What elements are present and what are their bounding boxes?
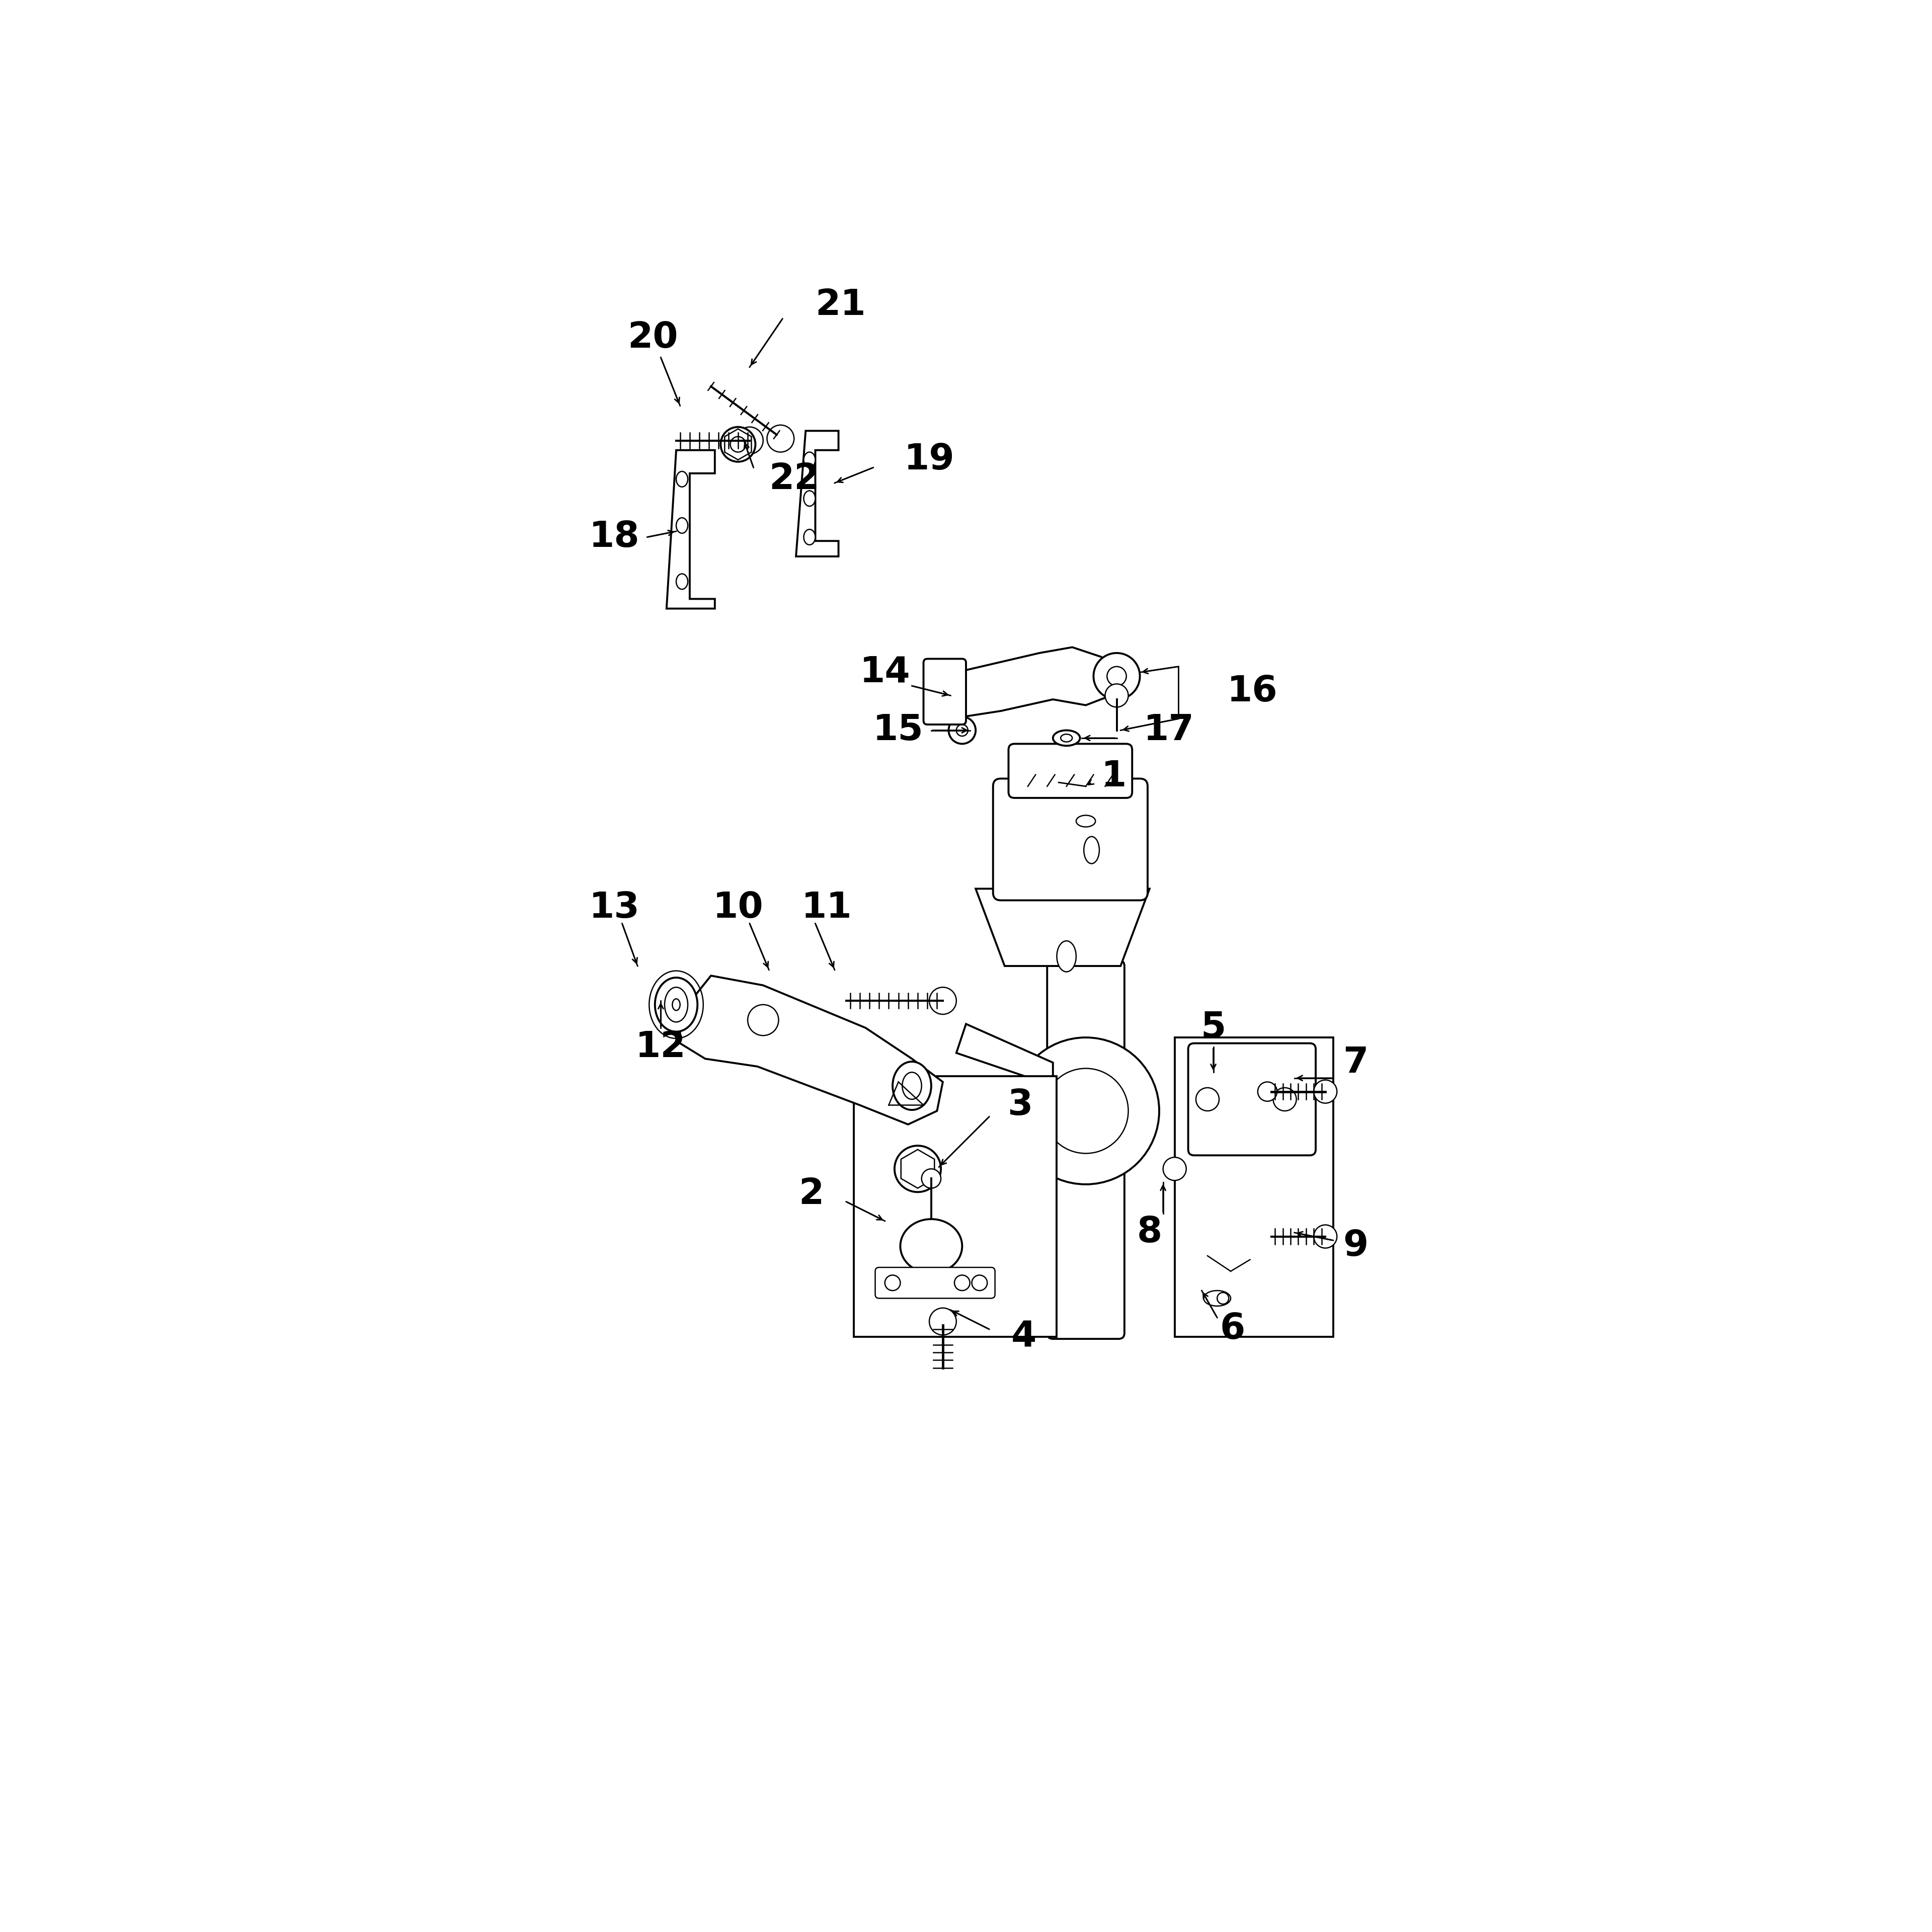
Ellipse shape xyxy=(956,725,968,736)
Circle shape xyxy=(1196,1088,1219,1111)
Polygon shape xyxy=(927,1246,1053,1304)
Circle shape xyxy=(1012,1037,1159,1184)
Text: 8: 8 xyxy=(1136,1215,1163,1250)
Ellipse shape xyxy=(1057,941,1076,972)
Text: 13: 13 xyxy=(589,891,639,925)
Text: 22: 22 xyxy=(769,462,819,497)
FancyBboxPatch shape xyxy=(875,1267,995,1298)
Polygon shape xyxy=(667,450,715,609)
FancyBboxPatch shape xyxy=(1047,960,1124,1339)
Polygon shape xyxy=(680,976,943,1124)
Text: 1: 1 xyxy=(1101,759,1126,794)
Ellipse shape xyxy=(1053,730,1080,746)
Text: 21: 21 xyxy=(815,288,866,323)
Ellipse shape xyxy=(655,978,697,1032)
Ellipse shape xyxy=(676,574,688,589)
Text: 19: 19 xyxy=(904,442,954,477)
Text: 20: 20 xyxy=(628,321,678,355)
Polygon shape xyxy=(947,647,1121,719)
Text: 9: 9 xyxy=(1343,1229,1368,1264)
Text: 17: 17 xyxy=(1144,713,1194,748)
Text: 4: 4 xyxy=(1010,1320,1037,1354)
Text: 3: 3 xyxy=(1007,1088,1034,1122)
Text: 7: 7 xyxy=(1343,1045,1368,1080)
FancyBboxPatch shape xyxy=(1188,1043,1316,1155)
Circle shape xyxy=(1314,1225,1337,1248)
FancyBboxPatch shape xyxy=(923,659,966,725)
Circle shape xyxy=(1273,1088,1296,1111)
Ellipse shape xyxy=(1204,1291,1231,1306)
Ellipse shape xyxy=(902,1072,922,1099)
Ellipse shape xyxy=(900,1219,962,1273)
Text: 16: 16 xyxy=(1227,674,1277,709)
Ellipse shape xyxy=(804,491,815,506)
Polygon shape xyxy=(796,431,838,556)
Circle shape xyxy=(929,987,956,1014)
FancyBboxPatch shape xyxy=(1009,744,1132,798)
Text: 10: 10 xyxy=(713,891,763,925)
Ellipse shape xyxy=(1076,815,1095,827)
Circle shape xyxy=(885,1275,900,1291)
Circle shape xyxy=(1163,1157,1186,1180)
Circle shape xyxy=(730,437,746,452)
Bar xyxy=(854,1076,1057,1337)
Ellipse shape xyxy=(804,529,815,545)
Circle shape xyxy=(904,1155,931,1182)
Circle shape xyxy=(972,1275,987,1291)
Ellipse shape xyxy=(804,452,815,468)
Circle shape xyxy=(1217,1293,1229,1304)
Bar xyxy=(1175,1037,1333,1337)
Text: 18: 18 xyxy=(589,520,639,554)
Circle shape xyxy=(767,425,794,452)
Circle shape xyxy=(954,1275,970,1291)
Text: 5: 5 xyxy=(1200,1010,1227,1045)
Ellipse shape xyxy=(665,987,688,1022)
Text: 12: 12 xyxy=(636,1030,686,1065)
Ellipse shape xyxy=(672,999,680,1010)
Circle shape xyxy=(1094,653,1140,699)
Circle shape xyxy=(922,1169,941,1188)
Text: 6: 6 xyxy=(1219,1312,1246,1347)
Circle shape xyxy=(929,1308,956,1335)
Circle shape xyxy=(736,427,763,454)
Circle shape xyxy=(1258,1082,1277,1101)
Text: 11: 11 xyxy=(802,891,852,925)
Ellipse shape xyxy=(1084,837,1099,864)
Ellipse shape xyxy=(949,717,976,744)
Text: 15: 15 xyxy=(873,713,923,748)
Polygon shape xyxy=(900,1150,935,1188)
Circle shape xyxy=(1105,684,1128,707)
Ellipse shape xyxy=(893,1063,931,1109)
Circle shape xyxy=(1043,1068,1128,1153)
Circle shape xyxy=(1107,667,1126,686)
Circle shape xyxy=(1314,1080,1337,1103)
Text: 2: 2 xyxy=(798,1177,825,1211)
Polygon shape xyxy=(976,889,1150,966)
FancyBboxPatch shape xyxy=(993,779,1148,900)
Ellipse shape xyxy=(676,518,688,533)
Polygon shape xyxy=(956,1024,1053,1086)
Text: 14: 14 xyxy=(860,655,910,690)
Circle shape xyxy=(895,1146,941,1192)
Ellipse shape xyxy=(1061,734,1072,742)
Circle shape xyxy=(748,1005,779,1036)
Circle shape xyxy=(721,427,755,462)
Ellipse shape xyxy=(676,471,688,487)
